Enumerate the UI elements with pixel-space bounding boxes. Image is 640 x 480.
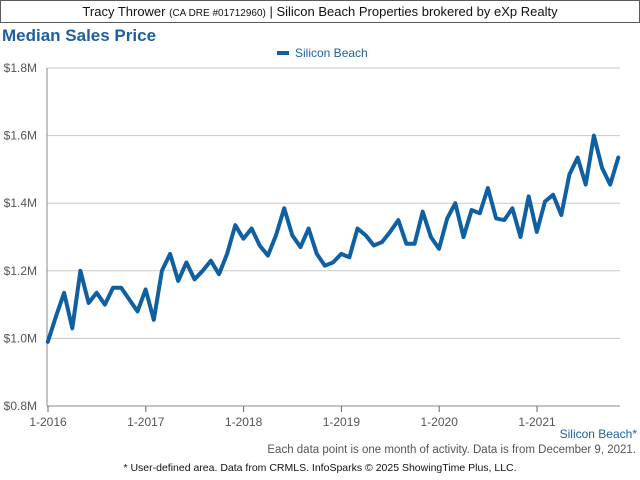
data-point: [111, 286, 115, 290]
x-tick-label: 1-2018: [225, 415, 263, 429]
data-point: [388, 230, 392, 234]
data-point: [470, 208, 474, 212]
data-point: [559, 213, 563, 217]
series-line-silicon-beach: [45, 133, 621, 344]
data-point: [486, 186, 490, 190]
data-point: [201, 269, 205, 273]
data-point: [70, 326, 74, 330]
data-point: [502, 218, 506, 222]
data-point: [404, 242, 408, 246]
data-point: [282, 206, 286, 210]
data-point: [290, 233, 294, 237]
data-point: [372, 244, 376, 248]
data-point: [616, 156, 620, 160]
data-point: [576, 156, 580, 160]
data-point: [152, 318, 156, 322]
y-tick-label: $0.8M: [4, 399, 37, 413]
data-point: [176, 279, 180, 283]
data-point: [437, 247, 441, 251]
data-point: [62, 291, 66, 295]
data-point: [266, 254, 270, 258]
data-point: [527, 194, 531, 198]
data-point: [584, 183, 588, 187]
data-point: [510, 206, 514, 210]
data-point: [429, 235, 433, 239]
legend-label: Silicon Beach: [295, 46, 368, 60]
data-point: [364, 233, 368, 237]
x-tick-label: 1-2021: [518, 415, 556, 429]
data-point: [119, 286, 123, 290]
data-point: [241, 237, 245, 241]
y-tick-label: $1.0M: [4, 331, 37, 345]
data-point: [339, 252, 343, 256]
data-point: [315, 252, 319, 256]
x-tick-label: 1-2019: [323, 415, 361, 429]
line-chart: $0.8M $1.0M $1.2M $1.4M $1.6M $1.8M 1-2016 1-20…: [4, 46, 638, 441]
y-tick-label: $1.8M: [4, 61, 37, 75]
data-point: [592, 134, 596, 138]
legend: Silicon Beach: [277, 46, 368, 60]
data-point: [217, 272, 221, 276]
data-point: [323, 264, 327, 268]
data-point: [380, 240, 384, 244]
data-point: [46, 340, 50, 344]
data-point: [184, 260, 188, 264]
data-point: [78, 269, 82, 273]
data-point: [347, 255, 351, 259]
data-point: [519, 235, 523, 239]
data-point: [567, 173, 571, 177]
footer-credit: * User-defined area. Data from CRMLS. In…: [123, 462, 517, 474]
data-point: [421, 210, 425, 214]
x-tick-label: 1-2016: [29, 415, 67, 429]
x-tick-label: 1-2017: [127, 415, 165, 429]
data-point: [543, 200, 547, 204]
data-point: [193, 277, 197, 281]
axis-layer: $0.8M $1.0M $1.2M $1.4M $1.6M $1.8M 1-2016 1-20…: [4, 61, 556, 429]
data-point: [54, 314, 58, 318]
data-point: [209, 259, 213, 263]
data-point: [136, 309, 140, 313]
data-point: [160, 269, 164, 273]
data-point: [95, 291, 99, 295]
data-point: [551, 193, 555, 197]
data-point: [478, 211, 482, 215]
area-label: Silicon Beach*: [560, 427, 638, 441]
y-tick-label: $1.2M: [4, 264, 37, 278]
data-point: [233, 223, 237, 227]
data-point: [600, 166, 604, 170]
data-point: [87, 301, 91, 305]
data-point: [356, 227, 360, 231]
data-point: [445, 216, 449, 220]
data-point: [168, 252, 172, 256]
agent-name: Tracy Thrower: [82, 4, 166, 19]
data-point: [250, 227, 254, 231]
data-point: [396, 218, 400, 222]
series-layer: [45, 133, 621, 344]
data-point: [331, 260, 335, 264]
data-point: [258, 244, 262, 248]
agent-brokerage: | Silicon Beach Properties brokered by e…: [269, 4, 558, 19]
data-point: [144, 287, 148, 291]
y-tick-label: $1.6M: [4, 129, 37, 143]
grid-layer: [47, 67, 620, 407]
data-point: [307, 227, 311, 231]
agent-license: (CA DRE #01712960): [169, 8, 266, 19]
data-point: [413, 242, 417, 246]
data-point: [535, 230, 539, 234]
x-tick-label: 1-2020: [421, 415, 459, 429]
data-point: [225, 252, 229, 256]
data-point: [462, 235, 466, 239]
data-point: [453, 201, 457, 205]
data-note: Each data point is one month of activity…: [267, 444, 636, 456]
data-point: [274, 233, 278, 237]
data-point: [103, 303, 107, 307]
y-tick-label: $1.4M: [4, 196, 37, 210]
data-point: [127, 298, 131, 302]
header-bar: Tracy Thrower (CA DRE #01712960) | Silic…: [0, 0, 640, 23]
data-point: [608, 183, 612, 187]
data-point: [299, 245, 303, 249]
data-point: [494, 216, 498, 220]
chart-title: Median Sales Price: [2, 26, 157, 45]
